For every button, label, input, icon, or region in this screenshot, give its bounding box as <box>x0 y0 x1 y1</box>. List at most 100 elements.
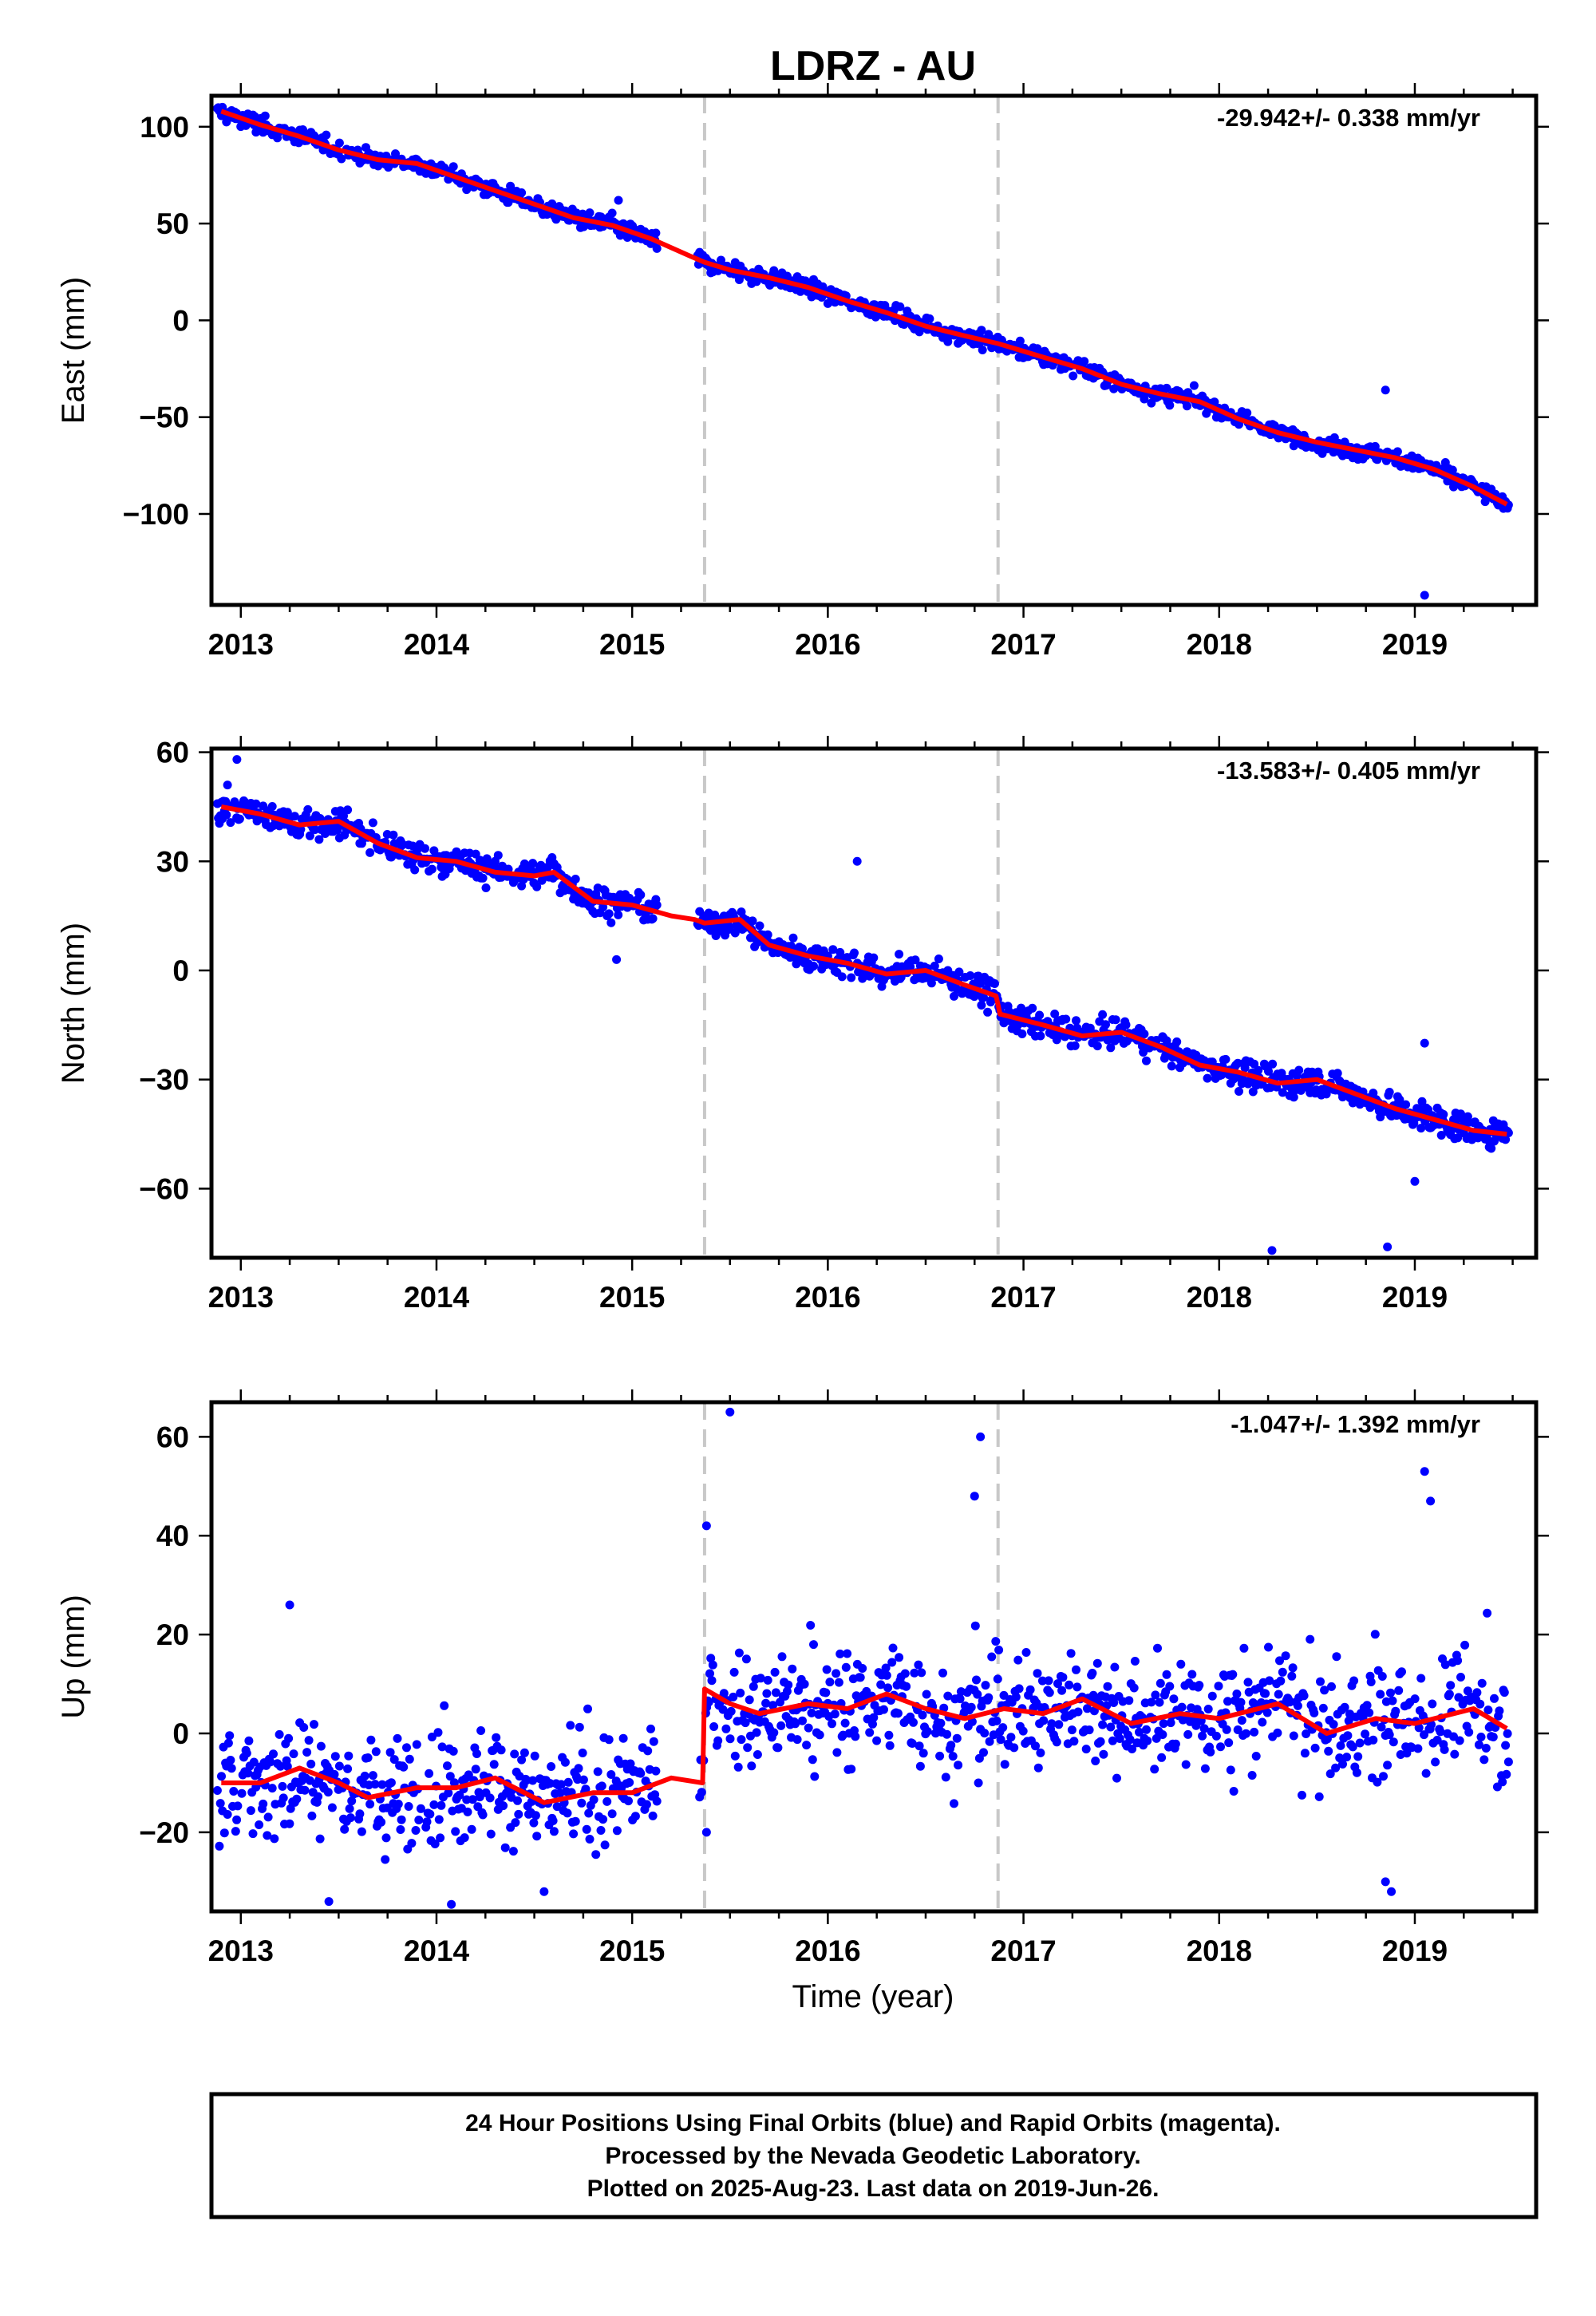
outlier-point <box>1420 1467 1429 1476</box>
data-point <box>618 1733 628 1743</box>
outlier-point <box>1387 1887 1396 1896</box>
data-point <box>895 1653 904 1662</box>
data-point <box>707 1676 717 1686</box>
data-point <box>1147 1697 1156 1707</box>
data-point <box>1344 1716 1353 1725</box>
data-point <box>1222 1725 1231 1734</box>
data-point <box>536 860 546 870</box>
data-point <box>1479 1755 1489 1765</box>
data-point <box>1431 1757 1440 1767</box>
data-point <box>1370 1630 1380 1639</box>
data-point <box>529 1818 539 1828</box>
data-point <box>1151 1690 1160 1700</box>
data-point <box>410 865 420 875</box>
data-point <box>237 1788 247 1798</box>
data-point <box>725 1734 735 1744</box>
data-point <box>444 1788 453 1798</box>
north-x-tick-label: 2015 <box>599 1281 665 1314</box>
outlier-point <box>1420 1038 1429 1048</box>
data-point <box>1247 1771 1257 1780</box>
data-point <box>285 1819 294 1828</box>
data-point <box>219 1828 229 1838</box>
data-point <box>1287 1671 1297 1681</box>
data-point <box>1314 1792 1324 1801</box>
data-point <box>279 1793 288 1803</box>
data-point <box>1289 441 1298 451</box>
data-point <box>1343 1731 1353 1741</box>
north-y-tick-label: −30 <box>139 1064 189 1097</box>
data-point <box>434 1815 444 1824</box>
data-point <box>316 1741 326 1751</box>
data-point <box>776 1721 786 1730</box>
data-point <box>938 1668 947 1678</box>
data-point <box>267 1784 277 1793</box>
data-point <box>762 1689 772 1698</box>
data-point <box>1416 1124 1426 1133</box>
data-point <box>510 1749 519 1759</box>
data-point <box>648 914 658 923</box>
data-point <box>885 1741 895 1750</box>
data-point <box>1316 1677 1325 1686</box>
east-x-tick-label: 2015 <box>599 628 665 661</box>
data-point <box>227 1764 236 1773</box>
data-point <box>1115 1734 1124 1743</box>
data-point <box>1072 1665 1080 1674</box>
data-point <box>365 848 375 857</box>
data-point <box>292 1794 302 1804</box>
data-point <box>1455 1736 1464 1745</box>
data-point <box>397 1815 406 1824</box>
data-point <box>244 1736 254 1745</box>
data-point <box>215 1841 224 1851</box>
data-point <box>1417 1097 1427 1106</box>
up-y-tick-label: 0 <box>172 1717 189 1750</box>
data-point <box>569 1829 579 1839</box>
data-point <box>895 302 905 311</box>
data-point <box>500 1843 510 1852</box>
data-point <box>1294 1065 1304 1075</box>
data-point <box>467 1824 476 1834</box>
outlier-point <box>852 856 862 866</box>
data-point <box>872 1736 882 1745</box>
data-point <box>278 1781 287 1791</box>
data-point <box>782 1686 792 1696</box>
data-point <box>946 1741 956 1750</box>
data-point <box>651 228 661 238</box>
data-point <box>267 802 277 811</box>
data-point <box>990 979 999 988</box>
data-point <box>630 1812 640 1821</box>
data-point <box>1000 1760 1009 1769</box>
data-point <box>429 1800 439 1809</box>
data-point <box>1258 1717 1267 1727</box>
data-point <box>1453 1656 1463 1666</box>
data-point <box>531 1811 540 1820</box>
data-point <box>922 1690 931 1699</box>
data-point <box>1226 1765 1235 1775</box>
data-point <box>1125 1735 1135 1745</box>
data-point <box>788 1664 797 1674</box>
data-point <box>427 1733 437 1741</box>
data-point <box>235 814 244 824</box>
data-point <box>282 1761 292 1771</box>
data-point <box>1379 1772 1388 1781</box>
data-point <box>643 1746 653 1756</box>
data-point <box>1473 1133 1483 1143</box>
data-point <box>427 864 437 874</box>
data-point <box>828 945 838 954</box>
data-point <box>1324 1746 1333 1756</box>
data-point <box>624 1796 633 1806</box>
data-point <box>314 1792 323 1801</box>
data-point <box>355 1809 365 1819</box>
data-point <box>1061 1014 1071 1024</box>
data-point <box>229 1787 239 1796</box>
data-point <box>1276 1676 1286 1686</box>
data-point <box>1147 398 1156 408</box>
data-point <box>763 930 772 939</box>
data-point <box>1436 1131 1446 1140</box>
data-point <box>1365 1103 1375 1113</box>
data-point <box>327 1803 337 1812</box>
data-point <box>368 1771 377 1780</box>
data-point <box>992 1716 1001 1725</box>
data-point <box>345 1804 354 1813</box>
data-point <box>1502 1769 1511 1779</box>
data-point <box>1321 1089 1331 1099</box>
